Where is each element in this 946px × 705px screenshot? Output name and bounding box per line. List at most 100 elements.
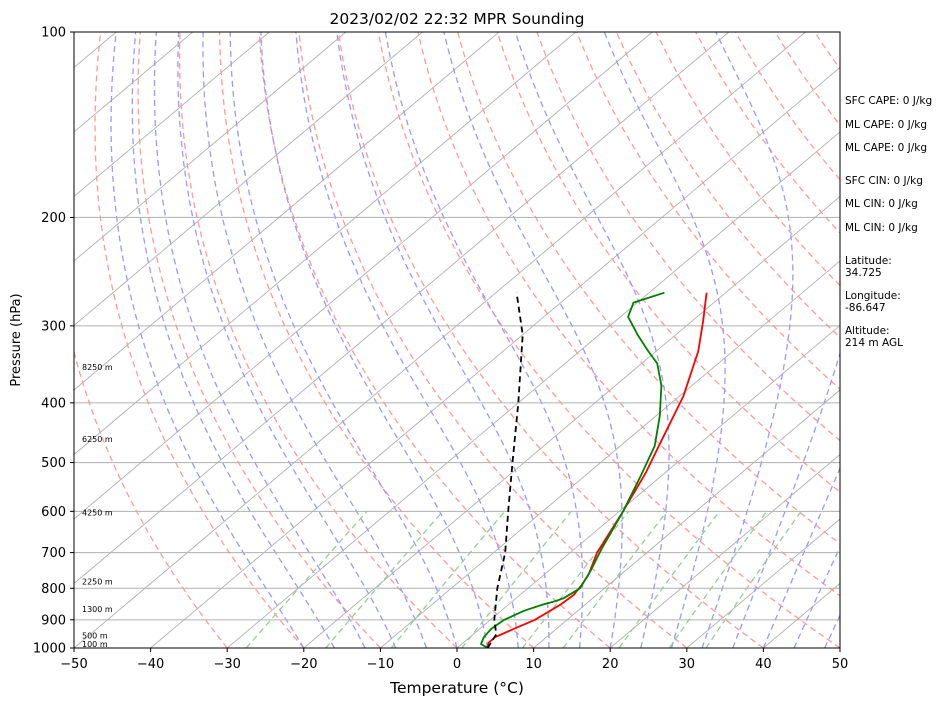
mixing-ratio-line xyxy=(461,510,572,648)
dry-adiabat xyxy=(338,32,764,648)
moist-adiabat xyxy=(110,32,305,648)
dry-adiabat xyxy=(536,32,840,442)
x-tick-label: 10 xyxy=(525,657,542,672)
isotherm xyxy=(74,32,423,327)
sfc-cin-label: SFC CIN: 0 J/kg xyxy=(845,175,923,187)
plot-frame xyxy=(73,31,841,649)
height-label: 8250 m xyxy=(82,363,113,372)
height-label: 100 m xyxy=(82,640,108,649)
dry-adiabat xyxy=(94,32,305,648)
mixing-ratio-line xyxy=(705,510,802,648)
moist-adiabat xyxy=(336,32,550,648)
moist-adiabat xyxy=(603,32,726,648)
isotherm xyxy=(74,32,730,585)
latitude-label: Latitude: 34.725 xyxy=(845,255,892,279)
y-tick-label: 500 xyxy=(41,456,66,471)
x-tick-label: −40 xyxy=(137,657,164,672)
y-tick-label: 300 xyxy=(41,319,66,334)
y-tick-label: 100 xyxy=(41,26,66,41)
mixing-ratio-line xyxy=(668,510,768,648)
dry-adiabat xyxy=(377,32,840,648)
moist-adiabat xyxy=(153,32,366,648)
moist-adiabat xyxy=(295,32,519,648)
isotherm xyxy=(74,32,576,456)
moist-adiabat xyxy=(762,466,840,648)
y-tick-label: 700 xyxy=(41,546,66,561)
dry-adiabat xyxy=(74,349,228,648)
x-axis-ticks: −50 −40 −30 −20 −10 0 10 20 30 40 50 xyxy=(60,648,848,672)
isotherm xyxy=(74,32,193,133)
dry-adiabat xyxy=(457,32,840,545)
height-label: 6250 m xyxy=(82,435,113,444)
isotherm xyxy=(533,389,840,648)
isotherm xyxy=(74,32,806,648)
x-tick-label: 0 xyxy=(453,657,461,672)
longitude-label: Longitude: -86.647 xyxy=(845,290,901,314)
dry-adiabat xyxy=(695,32,840,234)
dry-adiabat xyxy=(218,32,535,648)
x-tick-label: −50 xyxy=(60,657,87,672)
x-tick-label: −20 xyxy=(290,657,317,672)
isotherm xyxy=(456,324,840,648)
y-tick-label: 800 xyxy=(41,582,66,597)
sfc-cape-label: SFC CAPE: 0 J/kg xyxy=(845,95,933,107)
moist-adiabat xyxy=(202,32,428,648)
dry-adiabat xyxy=(417,32,840,597)
y-tick-label: 200 xyxy=(41,211,66,226)
dry-adiabat xyxy=(178,32,458,648)
isotherm xyxy=(74,32,347,262)
x-tick-label: 50 xyxy=(832,657,849,672)
ml-cin-label-2: ML CIN: 0 J/kg xyxy=(845,222,918,234)
moist-adiabat xyxy=(177,32,397,648)
mixing-ratio-line xyxy=(562,510,668,648)
y-tick-label: 600 xyxy=(41,505,66,520)
dry-adiabat xyxy=(496,32,840,493)
isotherm xyxy=(74,32,270,198)
mixing-ratio-line xyxy=(618,510,721,648)
moist-adiabat xyxy=(701,32,794,648)
height-label: 1300 m xyxy=(82,605,113,614)
y-axis-label: Pressure (hPa) xyxy=(9,293,24,386)
pressure-gridlines xyxy=(74,32,840,648)
y-tick-label: 900 xyxy=(41,613,66,628)
moist-adiabat xyxy=(514,32,670,648)
sounding-series xyxy=(480,291,708,648)
ml-cin-label: ML CIN: 0 J/kg xyxy=(845,198,918,210)
altitude-label: Altitude: 214 m AGL xyxy=(845,325,903,349)
isotherm xyxy=(150,66,840,648)
isotherm xyxy=(226,131,840,648)
isotherm xyxy=(686,518,840,648)
x-tick-label: 30 xyxy=(679,657,696,672)
y-axis-ticks: 1000 900 800 700 600 500 400 300 200 100 xyxy=(33,26,74,657)
isotherm xyxy=(609,453,840,648)
x-axis-label: Temperature (°C) xyxy=(389,679,524,697)
x-tick-label: −30 xyxy=(213,657,240,672)
mixing-ratio-line xyxy=(245,510,368,648)
background-lines xyxy=(74,32,946,648)
moist-adiabat xyxy=(131,32,335,648)
dry-adiabat xyxy=(615,32,840,339)
height-label: 4250 m xyxy=(82,509,113,518)
x-tick-label: 20 xyxy=(602,657,619,672)
dry-adiabat xyxy=(934,32,946,648)
x-tick-label: 40 xyxy=(755,657,772,672)
chart-title: 2023/02/02 22:32 MPR Sounding xyxy=(329,10,584,28)
moist-adiabat xyxy=(384,32,584,648)
y-tick-label: 400 xyxy=(41,396,66,411)
isotherm xyxy=(303,195,840,648)
height-label: 2250 m xyxy=(82,578,113,587)
dry-adiabat xyxy=(137,32,381,648)
isotherm xyxy=(380,260,840,648)
mixing-ratio-line xyxy=(390,510,506,648)
ml-cape-label-2: ML CAPE: 0 J/kg xyxy=(845,142,928,154)
y-tick-label: 1000 xyxy=(33,642,66,657)
ml-cape-label: ML CAPE: 0 J/kg xyxy=(845,119,928,131)
moist-adiabat xyxy=(229,32,458,648)
x-tick-label: −10 xyxy=(367,657,394,672)
isotherm xyxy=(74,32,500,391)
height-label: 500 m xyxy=(82,632,108,641)
isotherm xyxy=(74,32,653,520)
dry-adiabat xyxy=(258,32,611,648)
